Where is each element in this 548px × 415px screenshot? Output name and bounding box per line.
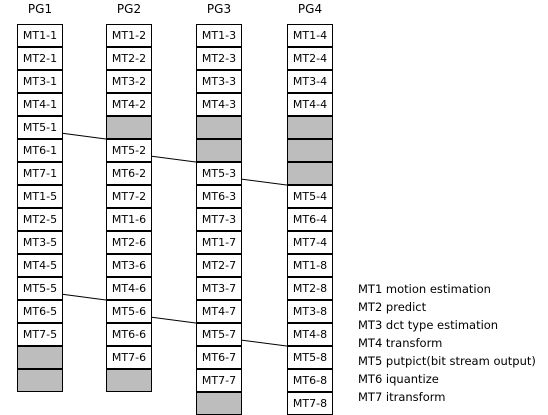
task-cell: MT6-2 [106,162,152,185]
task-cell: MT1-3 [196,24,242,47]
legend-item-mt1: MT1 motion estimation [358,282,491,296]
task-cell: MT7-4 [287,231,333,254]
task-cell: MT1-2 [106,24,152,47]
task-cell: MT4-8 [287,323,333,346]
idle-slot [196,392,242,415]
task-cell: MT6-7 [196,346,242,369]
task-cell: MT7-3 [196,208,242,231]
task-cell: MT2-2 [106,47,152,70]
task-cell: MT5-8 [287,346,333,369]
task-cell: MT6-1 [17,139,63,162]
task-cell: MT7-5 [17,323,63,346]
legend-item-mt6: MT6 iquantize [358,372,439,386]
task-cell: MT3-1 [17,70,63,93]
task-cell: MT7-1 [17,162,63,185]
legend-item-mt2: MT2 predict [358,300,427,314]
legend-item-mt4: MT4 transform [358,336,443,350]
task-cell: MT6-3 [196,185,242,208]
task-cell: MT6-5 [17,300,63,323]
task-cell: MT2-1 [17,47,63,70]
task-cell: MT4-5 [17,254,63,277]
task-cell: MT1-1 [17,24,63,47]
task-cell: MT4-4 [287,93,333,116]
task-cell: MT2-7 [196,254,242,277]
task-cell: MT4-7 [196,300,242,323]
task-cell: MT2-4 [287,47,333,70]
task-cell: MT3-2 [106,70,152,93]
column-title-pg4: PG4 [297,2,323,16]
task-cell: MT4-1 [17,93,63,116]
task-cell: MT7-2 [106,185,152,208]
legend-item-mt5: MT5 putpict(bit stream output) [358,354,536,368]
task-cell: MT4-6 [106,277,152,300]
task-cell: MT1-7 [196,231,242,254]
task-cell: MT2-3 [196,47,242,70]
task-cell: MT7-7 [196,369,242,392]
task-cell: MT3-3 [196,70,242,93]
task-cell: MT1-8 [287,254,333,277]
task-cell: MT7-8 [287,392,333,415]
column-title-pg2: PG2 [116,2,142,16]
task-cell: MT3-7 [196,277,242,300]
idle-slot [287,162,333,185]
task-cell: MT1-5 [17,185,63,208]
idle-slot [106,369,152,392]
task-cell: MT6-8 [287,369,333,392]
task-cell: MT5-5 [17,277,63,300]
task-cell: MT5-4 [287,185,333,208]
task-cell: MT3-4 [287,70,333,93]
task-cell: MT2-5 [17,208,63,231]
legend-item-mt7: MT7 itransform [358,390,446,404]
task-cell: MT5-2 [106,139,152,162]
idle-slot [17,346,63,369]
task-cell: MT5-3 [196,162,242,185]
task-cell: MT1-4 [287,24,333,47]
idle-slot [17,369,63,392]
task-cell: MT4-3 [196,93,242,116]
idle-slot [106,116,152,139]
task-cell: MT3-5 [17,231,63,254]
task-cell: MT1-6 [106,208,152,231]
task-cell: MT7-6 [106,346,152,369]
task-cell: MT2-8 [287,277,333,300]
task-cell: MT3-6 [106,254,152,277]
task-cell: MT6-4 [287,208,333,231]
column-title-pg3: PG3 [206,2,232,16]
task-cell: MT3-8 [287,300,333,323]
idle-slot [287,139,333,162]
task-cell: MT5-1 [17,116,63,139]
idle-slot [196,116,242,139]
task-cell: MT5-7 [196,323,242,346]
task-cell: MT4-2 [106,93,152,116]
legend-item-mt3: MT3 dct type estimation [358,318,499,332]
idle-slot [196,139,242,162]
task-cell: MT2-6 [106,231,152,254]
task-cell: MT6-6 [106,323,152,346]
idle-slot [287,116,333,139]
column-title-pg1: PG1 [27,2,53,16]
task-cell: MT5-6 [106,300,152,323]
